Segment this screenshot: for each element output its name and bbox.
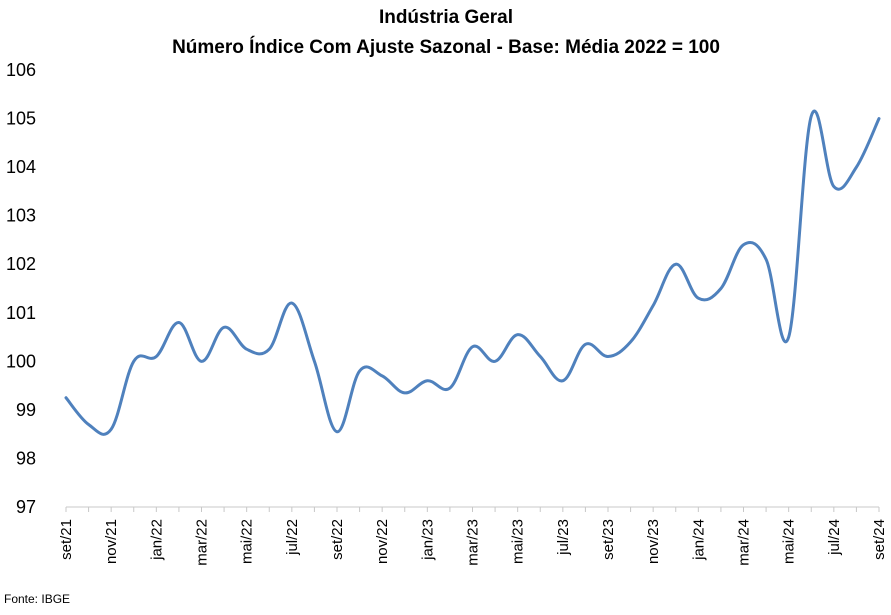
x-tick-label: nov/22: [374, 519, 391, 564]
series-layer: [64, 109, 881, 436]
x-tick-label: jul/22: [284, 519, 301, 556]
x-tick-label: set/21: [58, 519, 75, 560]
x-tick-label: mai/24: [781, 519, 798, 564]
x-tick-label: mai/22: [239, 519, 256, 564]
y-tick-label: 98: [16, 448, 36, 468]
x-tick-label: mar/23: [465, 519, 482, 566]
y-tick-label: 97: [16, 497, 36, 517]
y-axis: 97 98 99 100 101 102 103 104 105 106: [6, 60, 36, 517]
x-tick-label: set/24: [871, 519, 888, 560]
x-tick-label: nov/21: [103, 519, 120, 564]
source-note: Fonte: IBGE: [4, 592, 70, 606]
x-tick-label: jan/23: [419, 519, 436, 561]
x-tick-label: jan/22: [148, 519, 165, 561]
x-tick-label: jul/24: [826, 519, 843, 556]
y-tick-label: 106: [6, 60, 36, 80]
x-tick-label: set/22: [329, 519, 346, 560]
x-tick-label: jul/23: [555, 519, 572, 556]
x-tick-label: mar/22: [194, 519, 211, 566]
y-tick-label: 103: [6, 206, 36, 226]
y-tick-label: 101: [6, 303, 36, 323]
chart-subtitle: Número Índice Com Ajuste Sazonal - Base:…: [172, 36, 720, 58]
x-tick-label: mai/23: [510, 519, 527, 564]
x-tick-label: mar/24: [736, 519, 753, 566]
x-axis: set/21 nov/21 jan/22 mar/22 mai/22 jul/22 set/…: [58, 506, 888, 566]
x-tick-label: set/23: [600, 519, 617, 560]
series-line: [64, 109, 881, 436]
y-tick-label: 104: [6, 157, 36, 177]
y-tick-label: 99: [16, 400, 36, 420]
x-tick-label: jan/24: [690, 519, 707, 561]
chart-title: Indústria Geral: [379, 7, 513, 28]
y-tick-label: 102: [6, 254, 36, 274]
y-tick-label: 100: [6, 351, 36, 371]
y-tick-label: 105: [6, 109, 36, 129]
x-tick-label: nov/23: [645, 519, 662, 564]
